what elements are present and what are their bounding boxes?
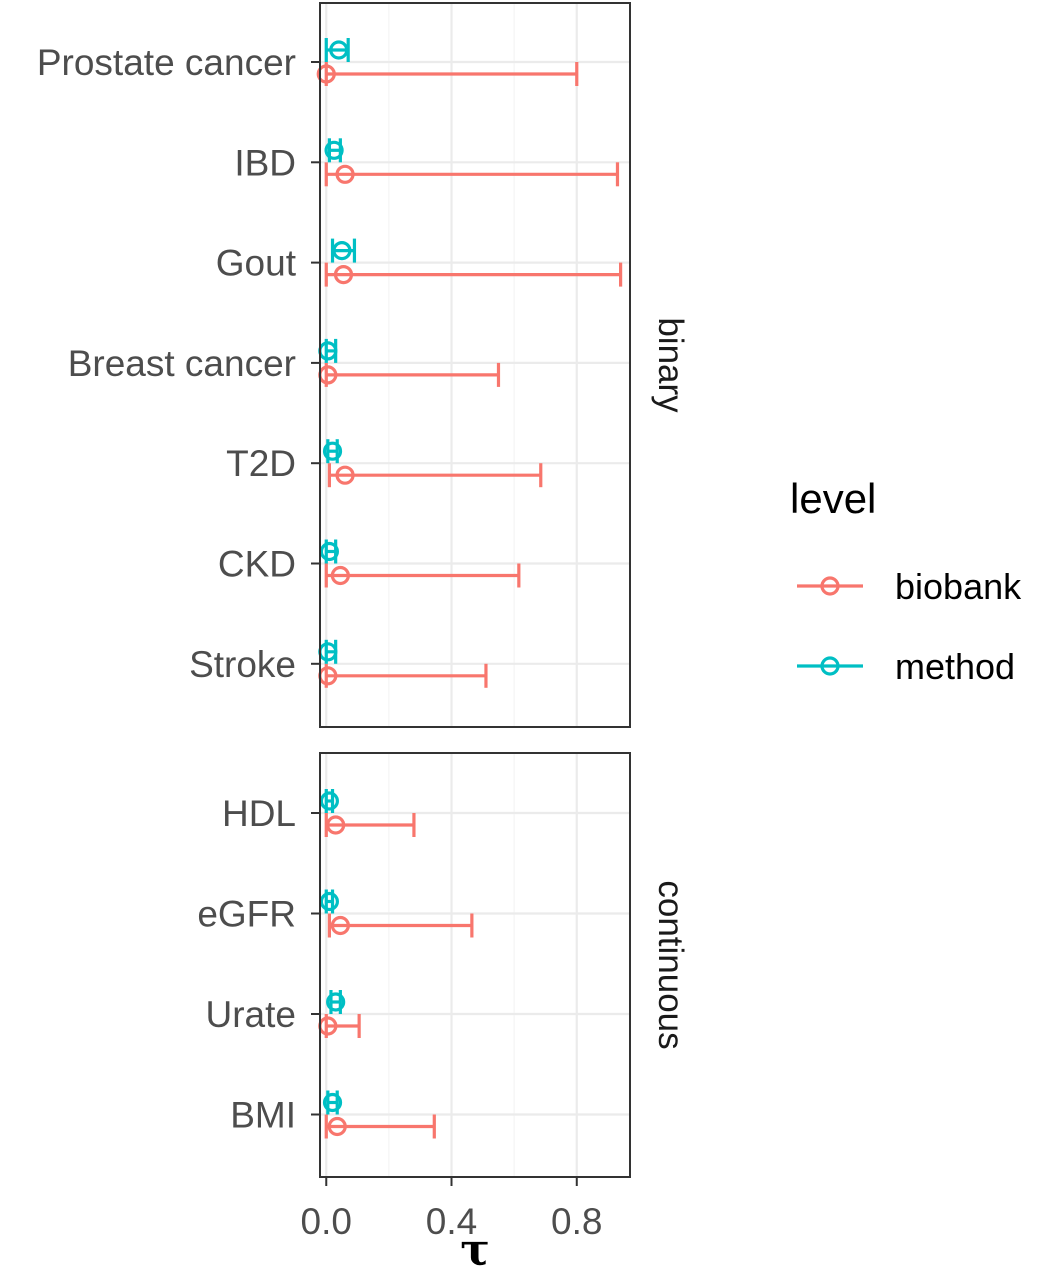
legend: level biobank method <box>790 475 1022 687</box>
point-egfr-method <box>319 891 339 912</box>
point-gout-biobank <box>333 265 354 285</box>
point-t2d-method <box>322 441 343 461</box>
x-axis: 0.0 0.4 0.8 <box>301 1177 602 1242</box>
point-prostate-cancer-biobank <box>316 64 336 84</box>
category-label-egfr: eGFR <box>197 894 296 935</box>
facet-strip-label-continuous: continuous <box>651 880 690 1049</box>
point-egfr-biobank <box>330 915 350 936</box>
category-label-stroke: Stroke <box>189 644 296 685</box>
legend-title: level <box>790 475 876 522</box>
point-bmi-biobank <box>327 1116 347 1137</box>
point-gout-method <box>332 241 352 261</box>
category-label-ibd: IBD <box>234 142 296 183</box>
legend-label-method: method <box>895 646 1015 687</box>
panel-border <box>319 752 631 1178</box>
panel-border <box>319 2 631 728</box>
panel-binary: Prostate cancer IBD Gout Breast cancer T2D CK… <box>37 2 690 728</box>
point-ckd-biobank <box>330 565 350 586</box>
legend-item-biobank: biobank <box>797 566 1022 607</box>
legend-item-method: method <box>797 646 1015 687</box>
point-hdl-method <box>319 791 339 811</box>
point-t2d-biobank <box>335 465 355 485</box>
legend-key-point <box>820 576 840 596</box>
category-label-ckd: CKD <box>218 544 296 585</box>
x-tick-label: 0.0 <box>301 1201 352 1242</box>
x-tick-label: 0.8 <box>551 1201 602 1242</box>
point-ckd-method <box>319 541 339 562</box>
point-hdl-biobank <box>326 815 346 835</box>
point-bmi-method <box>322 1092 343 1113</box>
legend-label-biobank: biobank <box>895 566 1022 607</box>
category-label-breast-cancer: Breast cancer <box>68 343 296 384</box>
category-label-urate: Urate <box>206 994 296 1035</box>
panels-layer: Prostate cancer IBD Gout Breast cancer T2D CK… <box>37 2 690 1178</box>
point-urate-method <box>326 992 346 1012</box>
legend-key-point <box>820 656 840 676</box>
facet-strip-label-binary: binary <box>651 317 690 413</box>
category-label-gout: Gout <box>216 243 297 284</box>
legend-items: biobank method <box>797 566 1022 687</box>
x-tick-label: 0.4 <box>426 1201 477 1242</box>
point-prostate-cancer-method <box>329 40 349 60</box>
series-biobank-binary <box>316 62 623 688</box>
series-method-continuous <box>319 789 346 1115</box>
series-method-binary <box>318 38 357 664</box>
x-axis-title: τ <box>460 1225 490 1276</box>
category-label-prostate-cancer: Prostate cancer <box>37 42 296 83</box>
series-biobank-continuous <box>318 813 474 1139</box>
point-ibd-biobank <box>335 164 355 184</box>
panel-background <box>320 3 630 727</box>
category-label-t2d: T2D <box>226 443 296 484</box>
category-label-hdl: HDL <box>222 793 296 834</box>
category-label-bmi: BMI <box>230 1095 296 1136</box>
panel-continuous: HDL eGFR Urate BMI continuous <box>197 752 690 1178</box>
point-ibd-method <box>324 140 344 160</box>
